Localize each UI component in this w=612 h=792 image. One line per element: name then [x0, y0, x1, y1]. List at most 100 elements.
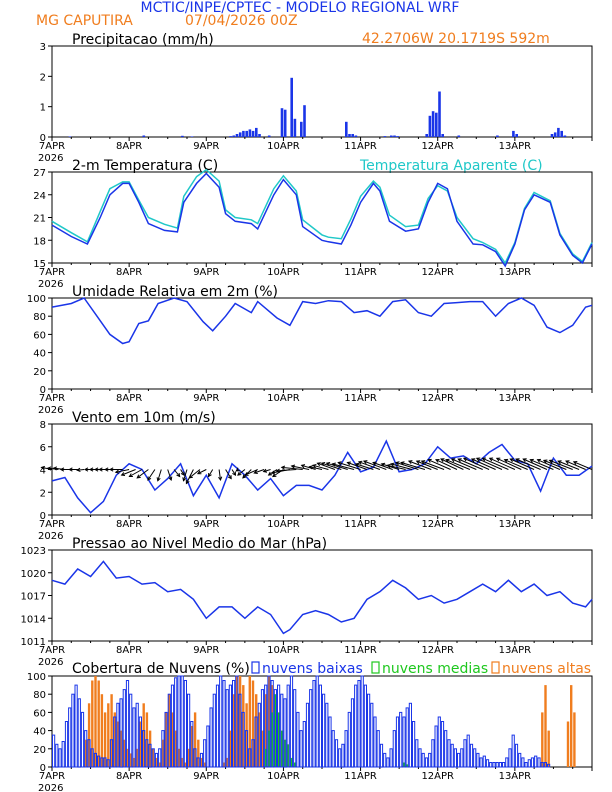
wind-vector-head: [372, 461, 377, 466]
rh-frame: [51, 297, 593, 390]
wind-vector-head: [503, 458, 509, 463]
clouds-low-bars-bar: [440, 721, 445, 768]
wind-vector: [390, 463, 413, 470]
pressure-frame: [51, 549, 593, 642]
wind-vector: [421, 460, 445, 470]
clouds-low-bars-bar: [103, 757, 107, 768]
precip-bars-bar: [396, 136, 399, 137]
clouds-high-bars-bar: [541, 712, 544, 767]
clouds-high-bars-bar: [570, 685, 573, 767]
wind-speed-line: [51, 439, 593, 514]
clouds-high-bars-bar: [113, 712, 116, 767]
wind-vector: [355, 463, 374, 470]
wind-vector: [129, 469, 143, 477]
precip-bars-bar: [457, 135, 461, 137]
wind-vector: [482, 457, 509, 470]
wind-xtick-label: 11APR: [344, 519, 377, 530]
clouds-high-bars-bar: [132, 757, 136, 767]
clouds-high-bars-bar: [126, 748, 129, 767]
clouds-low-bars-bar: [537, 757, 541, 768]
wind-vector: [557, 460, 580, 470]
pressure-xtick-label: 13APR: [499, 645, 532, 656]
clouds-low-bars-bar: [225, 689, 229, 768]
wind-vector-head: [272, 473, 277, 478]
wind-vector-head: [185, 479, 190, 485]
clouds-low-bars-bar: [100, 757, 104, 768]
clouds-high-bars-bar: [84, 739, 87, 767]
wind-vector: [301, 464, 316, 470]
wind-vector-head: [440, 458, 445, 463]
clouds-low-bars-bar: [530, 757, 535, 768]
pressure-title: Pressao ao Nivel Medio do Mar (hPa): [72, 536, 327, 552]
clouds-high-bars-bar: [232, 694, 235, 767]
wind-xtick-label: 12APR: [421, 519, 454, 530]
temp-ytick-label: 15: [33, 259, 46, 270]
wind-vector-head: [386, 463, 391, 468]
pressure-ytick-label: 1014: [21, 614, 46, 625]
wind-vector-head: [488, 457, 494, 462]
clouds-low-bars-bar: [148, 743, 152, 768]
clouds-low-bars-bar: [511, 734, 515, 768]
wind-vector: [157, 469, 162, 481]
clouds-low-bars-bar: [187, 693, 191, 768]
clouds-low-bars-bar: [405, 707, 409, 768]
wind-vector: [332, 463, 355, 470]
rh-title: Umidade Relativa em 2m (%): [72, 284, 278, 300]
wind-vector-head: [237, 471, 242, 476]
wind-vector-head: [548, 459, 554, 464]
clouds-high-bars-bar: [148, 730, 152, 767]
wind-vector: [537, 459, 561, 470]
precip-bars-bar: [293, 118, 297, 137]
clouds-low-bars-bar: [183, 680, 188, 768]
precip-bars-bar: [560, 130, 563, 137]
precip-bars-bar: [235, 134, 239, 137]
temp-xtick-label: 10APR: [267, 267, 300, 278]
precip-bars-bar: [232, 135, 236, 137]
clouds-low-bars-bar: [453, 748, 457, 768]
wind-xtick-label: 7APR: [39, 519, 65, 530]
wind-vector: [136, 469, 149, 479]
wind-vector: [276, 469, 297, 472]
wind-vector-head: [427, 458, 432, 463]
clouds-high-bars-bar: [139, 721, 142, 767]
clouds-low-bars-bar: [257, 702, 261, 768]
wind-vector: [463, 457, 490, 470]
clouds-low-bars-bar: [151, 748, 155, 768]
wind-vector: [254, 469, 265, 474]
wind-vector-head: [311, 464, 317, 469]
clouds-low-bars-bar: [90, 748, 94, 768]
clouds-high-bars-bar: [168, 694, 171, 767]
temp-ytick-label: 27: [33, 168, 46, 179]
clouds-low-bars-bar: [386, 757, 390, 768]
clouds-high-bars-bar: [190, 726, 194, 767]
clouds-low-bars-bar: [286, 684, 290, 768]
wind-vector-head: [557, 460, 562, 465]
temp-xtick-label: 12APR: [421, 267, 454, 278]
wind-vectors: [40, 457, 593, 485]
wind-vector: [321, 462, 342, 470]
clouds-low-bars-bar: [170, 684, 175, 768]
wind-vector: [281, 466, 303, 470]
precip-bars-bar: [441, 134, 444, 137]
wind-vector-head: [346, 461, 351, 466]
clouds-low-bars-bar: [434, 725, 438, 768]
wind-vector: [312, 464, 329, 470]
wind-xtick-label: 8APR: [116, 519, 142, 530]
clouds-high-bars-bar: [184, 762, 187, 767]
clouds-mid-bars-bar: [264, 748, 267, 767]
clouds-low-bars-bar: [167, 693, 171, 768]
wind-vector-head: [98, 467, 103, 472]
clouds-mid-bars-bar: [290, 757, 293, 767]
clouds-low-bars-bar: [457, 752, 461, 768]
clouds-low-bars-bar: [514, 743, 519, 768]
wind-vector-head: [218, 476, 223, 482]
wind-vector-head: [68, 467, 73, 472]
precip-title: Precipitacao (mm/h): [72, 32, 214, 48]
wind-ytick-label: 4: [40, 466, 46, 477]
rh-ytick-label: 40: [33, 349, 46, 360]
clouds-high-bars-bar: [129, 753, 132, 767]
clouds-high-bars-bar: [203, 762, 206, 767]
clouds-mid-bars-bar: [283, 739, 287, 767]
clouds-low-bars-bar: [280, 693, 284, 768]
clouds-low-bars-bar: [260, 689, 265, 768]
